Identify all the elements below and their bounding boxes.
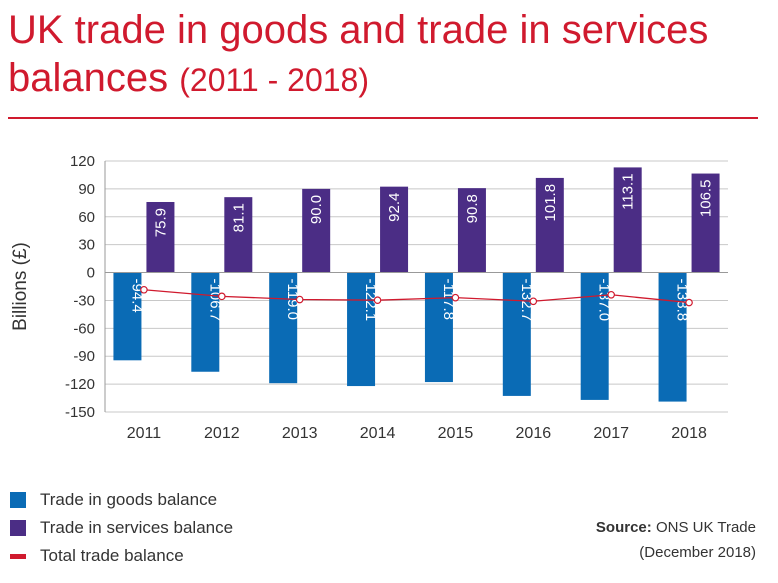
point-total xyxy=(607,290,615,299)
y-tick-label: -90 xyxy=(73,348,95,365)
bar-label-goods: -106.7 xyxy=(206,279,223,322)
bar-goods xyxy=(113,272,142,361)
bar-goods xyxy=(269,272,298,384)
legend-label-total: Total trade balance xyxy=(40,546,184,565)
legend-swatch-services xyxy=(10,520,26,536)
series-line-total xyxy=(143,289,690,304)
bar-label-services: 113.1 xyxy=(620,173,637,209)
y-tick-label: 30 xyxy=(78,237,95,254)
x-tick-label: 2011 xyxy=(127,425,162,442)
y-tick-label: 120 xyxy=(70,153,95,170)
title-divider xyxy=(8,117,758,119)
y-tick-label: -150 xyxy=(65,404,95,421)
bar-label-services: 106.5 xyxy=(698,180,715,218)
y-tick-label: 60 xyxy=(78,209,95,226)
source-label: Source: xyxy=(595,519,652,536)
chart-title-text: UK trade in goods and trade in services … xyxy=(8,8,709,100)
bar-goods xyxy=(424,272,453,383)
legend-swatch-total xyxy=(10,553,26,559)
bar-label-goods: -117.8 xyxy=(440,279,457,320)
bar-goods xyxy=(191,272,220,372)
source-date: (December 2018) xyxy=(639,544,756,561)
y-tick-label: -120 xyxy=(65,376,95,393)
bar-label-services: 81.1 xyxy=(230,203,247,232)
legend-item-total: Total trade balance xyxy=(10,542,233,570)
point-total xyxy=(295,295,304,304)
bar-label-services: 101.8 xyxy=(542,184,559,222)
source-note: Source: ONS UK Trade (December 2018) xyxy=(596,515,756,565)
bar-label-goods: -137.0 xyxy=(596,279,613,322)
legend-swatch-goods xyxy=(10,492,26,508)
legend-item-services: Trade in services balance xyxy=(10,514,233,542)
bar-goods xyxy=(347,272,376,387)
bar-label-goods: -132.7 xyxy=(518,279,535,322)
bar-goods xyxy=(658,272,687,402)
point-total xyxy=(373,296,382,304)
x-tick-label: 2012 xyxy=(204,425,240,442)
bar-label-goods: -94.4 xyxy=(128,279,145,313)
legend-item-goods: Trade in goods balance xyxy=(10,486,233,514)
bar-services xyxy=(380,186,409,273)
chart-title: UK trade in goods and trade in services … xyxy=(8,6,768,104)
y-tick-label: 0 xyxy=(87,265,95,282)
bar-goods xyxy=(502,272,531,396)
bar-label-services: 90.8 xyxy=(464,194,481,223)
point-total xyxy=(685,298,693,307)
bar-services xyxy=(691,173,720,273)
bar-label-services: 92.4 xyxy=(386,193,403,222)
bar-label-services: 75.9 xyxy=(152,208,169,237)
x-tick-label: 2016 xyxy=(516,425,552,442)
x-tick-label: 2015 xyxy=(438,425,474,442)
legend-label-services: Trade in services balance xyxy=(40,518,234,537)
chart-plot: 120 90 60 30 0 -30 -60 -90 -120 -150 Billions (£) -… xyxy=(10,153,728,442)
y-axis-title: Billions (£) xyxy=(10,242,31,331)
x-tick-label: 2018 xyxy=(671,425,707,442)
y-tick-label: -30 xyxy=(73,292,95,309)
x-tick-label: 2013 xyxy=(282,425,318,442)
point-total xyxy=(218,292,226,301)
point-total xyxy=(451,293,460,302)
x-tick-label: 2017 xyxy=(593,425,629,442)
bar-services xyxy=(457,188,486,273)
chart-title-years: (2011 - 2018) xyxy=(179,62,369,98)
bar-services xyxy=(535,177,564,273)
point-total xyxy=(140,285,148,294)
point-total xyxy=(529,297,538,306)
legend-label-goods: Trade in goods balance xyxy=(40,490,218,509)
bar-services xyxy=(302,188,331,273)
y-tick-label: -60 xyxy=(73,320,95,337)
y-tick-label: 90 xyxy=(78,181,95,198)
x-tick-label: 2014 xyxy=(360,425,396,442)
bar-services xyxy=(224,197,253,273)
legend: Trade in goods balance Trade in services… xyxy=(10,486,233,570)
bar-label-goods: -138.8 xyxy=(674,279,691,322)
bar-services xyxy=(613,167,642,273)
bar-label-services: 90.0 xyxy=(308,195,325,224)
bar-services xyxy=(146,201,175,273)
bar-goods xyxy=(580,272,609,400)
source-text: ONS UK Trade xyxy=(655,519,756,536)
